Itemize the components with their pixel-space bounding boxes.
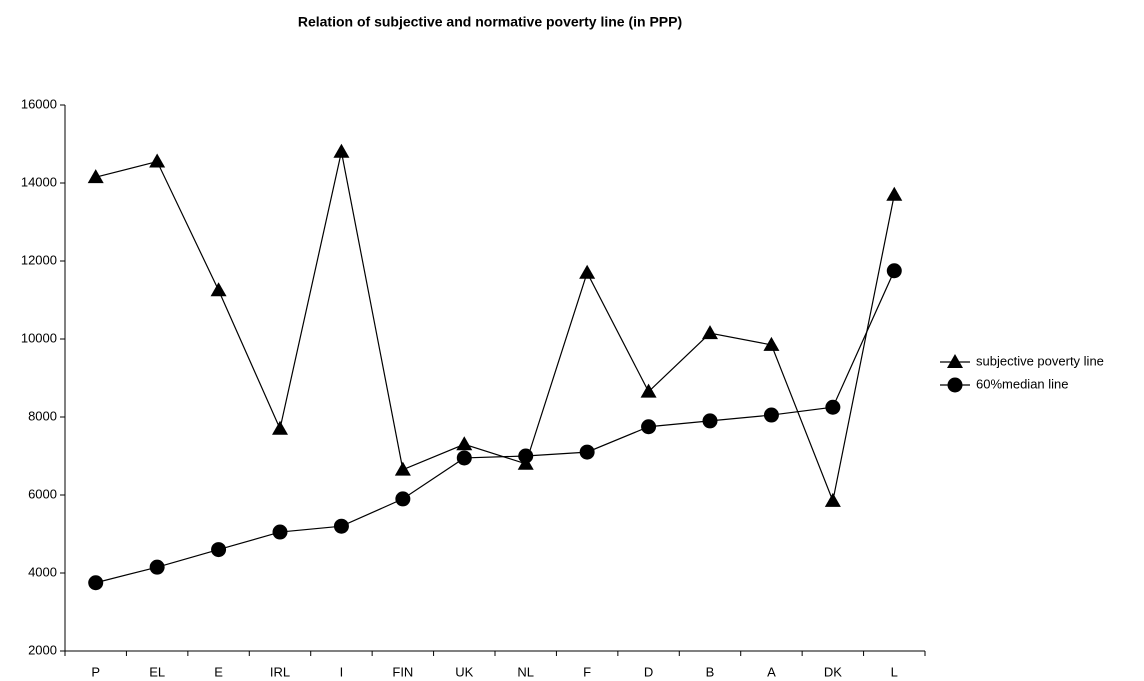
legend-label: subjective poverty line — [976, 353, 1104, 368]
y-tick-label: 6000 — [28, 486, 57, 501]
x-tick-label: D — [644, 664, 653, 679]
x-tick-label: NL — [517, 664, 534, 679]
data-point — [333, 518, 349, 534]
x-tick-label: UK — [455, 664, 473, 679]
series-line — [95, 151, 895, 503]
x-tick-label: IRL — [270, 664, 290, 679]
legend-marker — [947, 354, 963, 368]
x-tick-label: A — [767, 664, 776, 679]
data-point — [456, 436, 473, 451]
x-tick-label: B — [706, 664, 715, 679]
y-tick-label: 12000 — [21, 252, 57, 267]
data-point — [886, 186, 903, 201]
series-line — [95, 270, 895, 584]
y-tick-label: 10000 — [21, 330, 57, 345]
data-point — [394, 461, 411, 476]
data-point — [272, 524, 288, 540]
y-tick-label: 8000 — [28, 408, 57, 423]
x-tick-label: P — [91, 664, 100, 679]
x-tick-label: E — [214, 664, 223, 679]
chart-title: Relation of subjective and normative pov… — [298, 14, 682, 30]
y-tick-label: 2000 — [28, 642, 57, 657]
y-tick-label: 14000 — [21, 174, 57, 189]
y-tick-label: 4000 — [28, 564, 57, 579]
data-point — [395, 491, 411, 507]
data-point — [87, 169, 104, 184]
data-point — [456, 450, 472, 466]
x-tick-label: F — [583, 664, 591, 679]
data-point — [886, 263, 902, 279]
data-point — [272, 420, 288, 435]
data-point — [702, 413, 718, 429]
data-point — [210, 282, 227, 297]
data-point — [641, 419, 657, 435]
x-tick-label: I — [340, 664, 344, 679]
legend-label: 60%median line — [976, 376, 1069, 391]
data-point — [763, 407, 779, 423]
data-point — [149, 153, 166, 168]
x-tick-label: DK — [824, 664, 842, 679]
data-point — [640, 383, 657, 398]
x-tick-label: L — [891, 664, 898, 679]
x-tick-label: FIN — [392, 664, 413, 679]
data-point — [579, 264, 596, 279]
y-tick-label: 16000 — [21, 96, 57, 111]
data-point — [149, 559, 165, 575]
data-point — [88, 575, 104, 591]
data-point — [211, 542, 227, 558]
data-point — [579, 444, 595, 460]
data-point — [702, 325, 718, 340]
x-tick-label: EL — [149, 664, 165, 679]
data-point — [518, 448, 534, 464]
data-point — [825, 399, 841, 415]
data-point — [824, 492, 841, 507]
legend-marker — [947, 377, 963, 393]
data-point — [333, 143, 350, 158]
data-point — [763, 336, 780, 351]
